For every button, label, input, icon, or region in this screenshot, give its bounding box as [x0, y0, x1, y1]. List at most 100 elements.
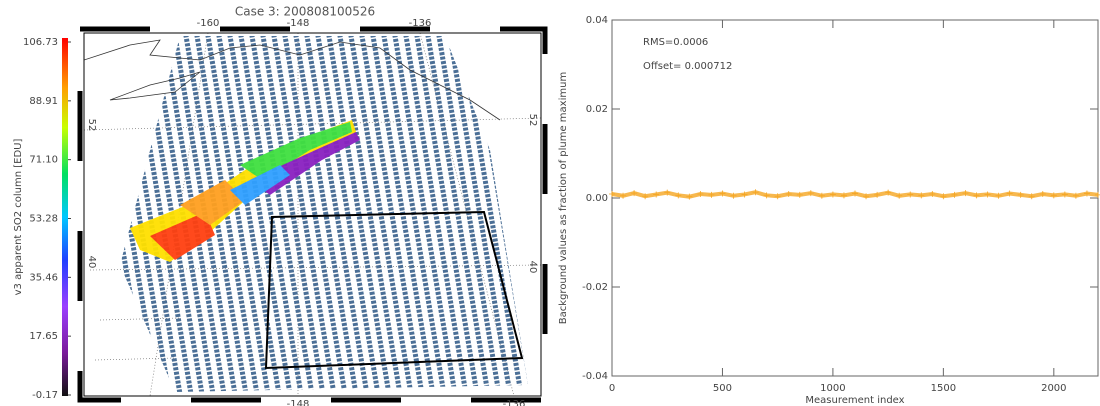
data-point: [995, 192, 1002, 199]
swath-line: [171, 36, 239, 392]
data-point: [653, 191, 660, 198]
swath-line: [270, 36, 338, 392]
swath-line: [325, 36, 393, 392]
swath-line: [314, 36, 382, 392]
data-point: [840, 192, 847, 199]
swath-line: [435, 36, 503, 392]
data-point: [829, 191, 836, 198]
swath-line: [402, 36, 470, 392]
swath-line: [193, 36, 261, 392]
data-point: [642, 193, 649, 200]
swath-line: [380, 36, 448, 392]
colorbar-tick-label: 71.10: [29, 155, 58, 166]
data-point: [874, 191, 881, 198]
x-axis-label: Measurement index: [805, 395, 904, 406]
data-point: [807, 190, 814, 197]
data-point: [1006, 190, 1013, 197]
data-point: [719, 190, 726, 197]
colorbar-tick-label: 53.28: [29, 214, 58, 225]
data-point: [686, 193, 693, 200]
data-point: [620, 192, 627, 199]
data-point: [730, 192, 737, 199]
lon-tick-label: -148: [287, 399, 310, 406]
swath-line: [446, 36, 514, 392]
colorbar-tick-label: 35.46: [29, 272, 58, 283]
data-point: [940, 193, 947, 200]
swath-line: [120, 36, 129, 392]
data-point: [863, 193, 870, 200]
swath-line: [120, 36, 184, 392]
swath-line: [501, 36, 528, 392]
data-point: [1095, 191, 1100, 198]
swath-line: [336, 36, 404, 392]
swath-line: [347, 36, 415, 392]
lon-tick-label: -136: [409, 18, 432, 29]
data-point: [675, 192, 682, 199]
colorbar: [62, 38, 68, 396]
swath-line: [215, 36, 283, 392]
data-point: [1050, 192, 1057, 199]
data-point: [664, 189, 671, 196]
lon-tick-label: -160: [197, 18, 220, 29]
data-point: [631, 190, 638, 197]
swath-line: [358, 36, 426, 392]
data-point: [907, 191, 914, 198]
data-point: [1017, 191, 1024, 198]
data-point: [962, 190, 969, 197]
x-tick-label: 2000: [1041, 383, 1066, 394]
swath-line: [369, 36, 437, 392]
swath: [120, 36, 528, 392]
colorbar-tick-label: 88.91: [29, 96, 58, 107]
data-point: [774, 193, 781, 200]
data-point: [752, 189, 759, 196]
swath-line: [468, 36, 528, 392]
swath-line: [127, 36, 195, 392]
data-point: [951, 191, 958, 198]
annotation: Offset= 0.000712: [643, 61, 732, 72]
y-tick-label: -0.04: [582, 371, 608, 382]
y-axis-label: Background values as fraction of plume m…: [558, 72, 569, 324]
y-tick-label: 0.00: [586, 193, 608, 204]
colorbar-tick-label: 17.65: [29, 331, 58, 342]
data-point: [818, 192, 825, 199]
lat-tick-label: 52: [86, 119, 97, 132]
swath-line: [303, 36, 371, 392]
x-tick-label: 1000: [820, 383, 845, 394]
y-tick-label: 0.04: [586, 15, 608, 26]
data-point: [1072, 192, 1079, 199]
x-tick-label: 500: [713, 383, 732, 394]
data-point: [1083, 190, 1090, 197]
swath-line: [120, 36, 173, 392]
swath-line: [182, 36, 250, 392]
data-point: [763, 192, 770, 199]
data-point: [741, 191, 748, 198]
lat-tick-label: 40: [527, 261, 538, 274]
colorbar-tick-label: -0.17: [32, 390, 58, 401]
swath-line: [281, 36, 349, 392]
data-point: [1039, 190, 1046, 197]
data-point: [708, 191, 715, 198]
swath-line: [149, 36, 217, 392]
map-body: [84, 33, 541, 396]
y-tick-label: 0.02: [586, 104, 608, 115]
swath-line: [237, 36, 305, 392]
swath-line: [424, 36, 492, 392]
plume: [130, 120, 360, 262]
swath-line: [226, 36, 294, 392]
data-point: [1061, 191, 1068, 198]
x-tick-label: 1500: [931, 383, 956, 394]
data-point: [852, 190, 858, 197]
annotation: RMS=0.0006: [643, 37, 708, 48]
swath-line: [413, 36, 481, 392]
swath-line: [138, 36, 206, 392]
swath-line: [204, 36, 272, 392]
data-point: [896, 192, 903, 199]
swath-line: [248, 36, 316, 392]
data-point: [918, 192, 925, 199]
swath-line: [479, 36, 528, 392]
swath-line: [120, 36, 151, 392]
data-point: [973, 192, 980, 199]
data-point: [984, 191, 991, 198]
data-point: [785, 190, 792, 197]
